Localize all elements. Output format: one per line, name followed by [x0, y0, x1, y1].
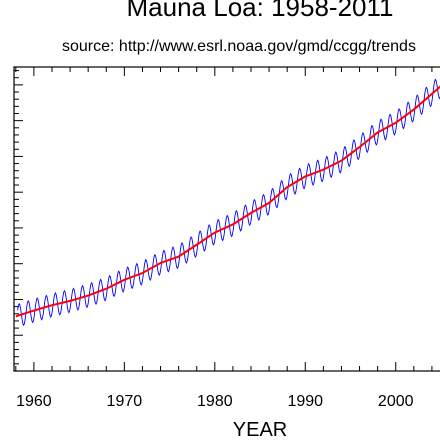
- plot-frame: [13, 66, 440, 372]
- chart-title: Mauna Loa: 1958-2011: [126, 0, 394, 22]
- x-tick-label: 1990: [287, 393, 323, 410]
- x-tick-label: 2000: [378, 393, 414, 410]
- series-line-monthly: [17, 78, 440, 327]
- x-axis-label: YEAR: [232, 419, 288, 440]
- series-line-trend: [15, 85, 440, 318]
- x-tick-label: 1980: [197, 393, 233, 410]
- chart-subtitle: source: http://www.esrl.noaa.gov/gmd/ccg…: [62, 38, 416, 55]
- x-tick-label: 1960: [16, 393, 52, 410]
- x-tick-label: 1970: [107, 393, 143, 410]
